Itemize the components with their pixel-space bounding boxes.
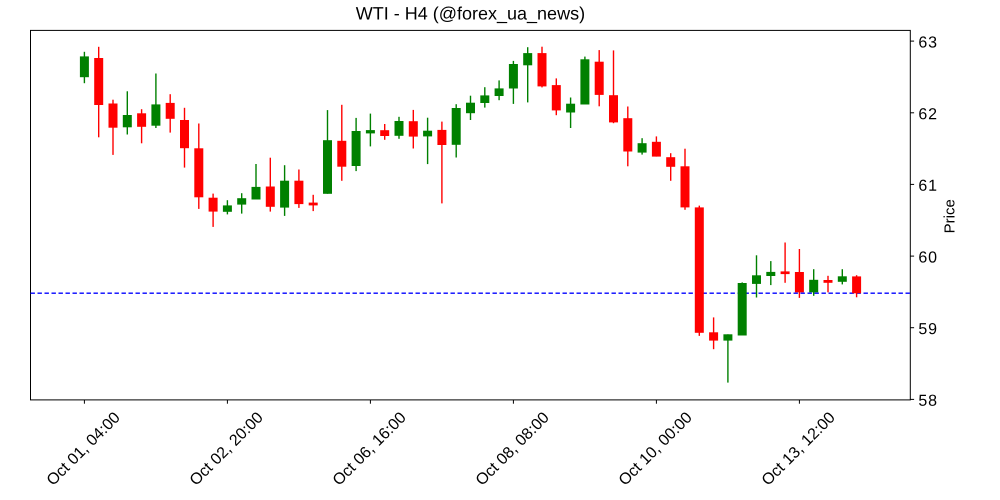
svg-text:WTI - H4 (@forex_ua_news): WTI - H4 (@forex_ua_news): [356, 3, 585, 24]
svg-text:Oct 08, 08:00: Oct 08, 08:00: [473, 409, 553, 489]
svg-text:61: 61: [918, 178, 937, 195]
svg-text:Oct 06, 16:00: Oct 06, 16:00: [330, 409, 410, 489]
svg-text:Price: Price: [942, 199, 959, 233]
svg-text:63: 63: [918, 35, 937, 52]
svg-text:Oct 01, 04:00: Oct 01, 04:00: [44, 409, 124, 489]
svg-text:Oct 02, 20:00: Oct 02, 20:00: [187, 409, 267, 489]
svg-text:60: 60: [918, 250, 937, 267]
svg-text:Oct 10, 00:00: Oct 10, 00:00: [616, 409, 696, 489]
svg-text:59: 59: [918, 321, 937, 338]
svg-text:58: 58: [918, 393, 937, 410]
svg-text:62: 62: [918, 106, 937, 123]
svg-text:Oct 13, 12:00: Oct 13, 12:00: [759, 409, 839, 489]
